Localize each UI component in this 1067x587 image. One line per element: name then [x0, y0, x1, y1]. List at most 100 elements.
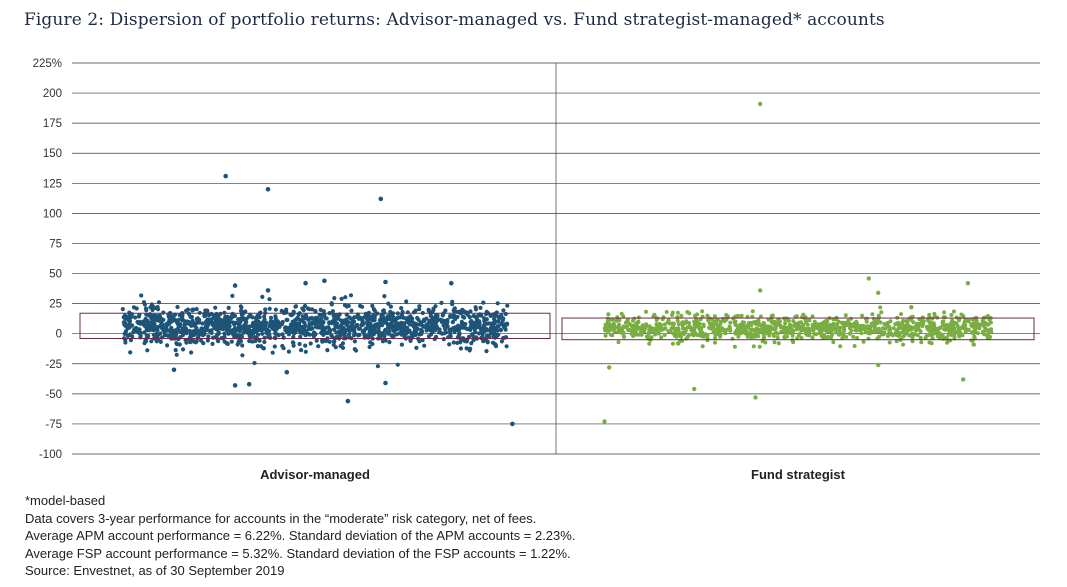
advisor-point [144, 318, 149, 323]
advisor-point [464, 346, 469, 351]
category-labels: Advisor-managed Fund strategist [260, 467, 846, 482]
fund-point [948, 322, 953, 327]
fund-point [763, 326, 767, 331]
advisor-point [173, 348, 178, 353]
advisor-point [495, 301, 500, 306]
advisor-point [503, 311, 508, 317]
advisor-point [340, 341, 345, 346]
advisor-point [405, 310, 410, 315]
fund-point [845, 323, 850, 328]
advisor-point [324, 316, 329, 321]
fund-point [981, 329, 986, 334]
advisor-point [137, 331, 142, 336]
fund-point [767, 333, 772, 338]
advisor-point [194, 316, 199, 322]
fund-point [670, 310, 675, 315]
fund-point [670, 341, 675, 346]
fund-point [899, 325, 904, 330]
advisor-point [189, 350, 194, 355]
advisor-point [371, 313, 376, 318]
fund-point [751, 333, 756, 338]
fund-point [683, 327, 688, 331]
advisor-point [500, 318, 505, 323]
fund-point [697, 332, 701, 337]
advisor-outlier-point [246, 381, 252, 387]
fund-point [826, 323, 831, 328]
advisor-point [357, 332, 362, 337]
fund-point [872, 323, 877, 328]
fund-point [766, 326, 771, 331]
advisor-point [413, 308, 418, 313]
advisor-point [147, 321, 152, 326]
advisor-point [243, 322, 248, 327]
advisor-point [155, 305, 160, 310]
fund-point [806, 331, 811, 336]
category-label-fund: Fund strategist [751, 467, 846, 482]
fund-point [918, 335, 923, 340]
fund-point [935, 333, 940, 338]
fund-point [689, 328, 694, 333]
advisor-point [426, 334, 431, 339]
fund-point [712, 314, 717, 319]
fund-point [682, 332, 686, 336]
fund-point [636, 315, 641, 320]
fund-point [835, 322, 840, 327]
advisor-point [199, 327, 204, 332]
advisor-point [273, 307, 278, 312]
fund-point [837, 328, 842, 333]
advisor-point [298, 334, 303, 339]
fund-point [606, 312, 611, 317]
fund-point [932, 314, 937, 319]
advisor-point [150, 307, 155, 313]
fund-point [894, 330, 898, 335]
fund-point [757, 323, 762, 328]
advisor-point [263, 307, 268, 312]
advisor-point [495, 324, 500, 329]
advisor-point [142, 302, 147, 307]
advisor-point [379, 332, 385, 337]
advisor-point [131, 305, 137, 310]
advisor-point [270, 350, 275, 355]
fund-point [631, 334, 636, 338]
advisor-point [411, 322, 417, 327]
fund-point [906, 318, 911, 322]
advisor-point [481, 300, 486, 305]
advisor-point [395, 362, 400, 367]
fund-outlier-point [866, 276, 871, 281]
advisor-point [247, 324, 252, 329]
advisor-point [364, 320, 369, 325]
advisor-point [360, 304, 365, 309]
fund-point [659, 335, 664, 340]
fund-point [942, 327, 946, 332]
advisor-point [225, 314, 230, 319]
note-source: Source: Envestnet, as of 30 September 20… [25, 563, 285, 578]
advisor-point [330, 309, 335, 314]
fund-point [739, 313, 744, 318]
advisor-point [448, 330, 453, 335]
fund-point [758, 314, 763, 319]
advisor-point [450, 320, 455, 325]
advisor-point [333, 345, 338, 350]
advisor-point [167, 315, 172, 320]
fund-point [802, 328, 807, 333]
fund-point [615, 315, 620, 320]
fund-point [920, 315, 925, 320]
fund-point [878, 305, 883, 310]
fund-point [980, 318, 985, 323]
advisor-point [443, 308, 448, 313]
interquartile-bands [79, 312, 1035, 341]
fund-point [755, 319, 760, 324]
advisor-point [349, 316, 354, 321]
fund-point [612, 329, 617, 334]
advisor-point [158, 316, 163, 321]
advisor-point [239, 334, 244, 339]
fund-point [841, 333, 846, 338]
advisor-point [386, 325, 391, 330]
fund-point [862, 327, 867, 332]
advisor-point [313, 315, 318, 320]
advisor-point [281, 335, 286, 340]
fund-point [647, 341, 652, 346]
fund-point [772, 340, 777, 345]
advisor-point [451, 340, 456, 345]
fund-point [755, 331, 759, 336]
